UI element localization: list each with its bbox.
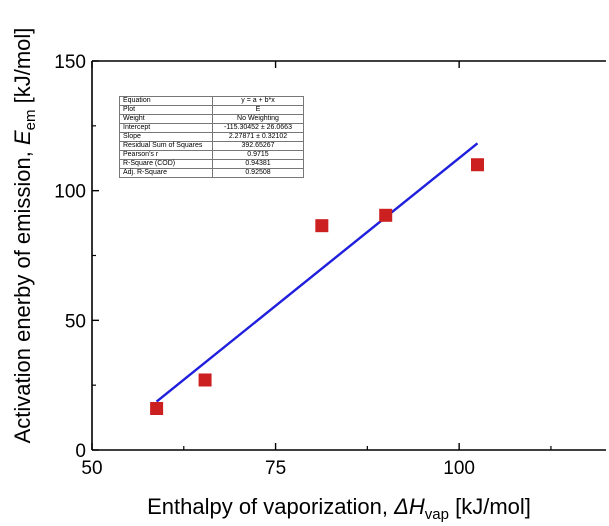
data-point bbox=[379, 208, 393, 222]
y-axis-label: Activation enerby of emission, Eem [kJ/m… bbox=[10, 28, 39, 444]
x-tick-label: 75 bbox=[265, 458, 286, 479]
fit-table-key: Adj. R-Square bbox=[119, 168, 213, 178]
y-tick-label: 0 bbox=[75, 441, 86, 462]
fit-table-row: Slope 2.27871 ± 0.32102 bbox=[119, 132, 304, 142]
axis-label-subscript: vap bbox=[425, 506, 449, 523]
fit-table-row: Plot E bbox=[119, 105, 304, 115]
fit-table-value: 2.27871 ± 0.32102 bbox=[212, 132, 304, 142]
fit-table-value: 392.65267 bbox=[212, 141, 304, 151]
fit-table-value: 0.9715 bbox=[212, 150, 304, 160]
fit-table-key: Plot bbox=[119, 105, 213, 115]
y-tick-label: 150 bbox=[54, 52, 86, 73]
fit-table-value: E bbox=[212, 105, 304, 115]
axis-label-unit: [kJ/mol] bbox=[10, 28, 35, 110]
axis-label-text: Activation enerby of emission, bbox=[10, 145, 35, 443]
data-point bbox=[198, 373, 212, 387]
fit-table-key: Weight bbox=[119, 114, 213, 124]
fit-table-key: Pearson's r bbox=[119, 150, 213, 160]
fit-table-key: Residual Sum of Squares bbox=[119, 141, 213, 151]
x-axis-label: Enthalpy of vaporization, ΔHvap [kJ/mol] bbox=[147, 494, 531, 523]
data-point bbox=[315, 219, 329, 233]
x-tick-label: 50 bbox=[81, 458, 102, 479]
axis-label-text: Enthalpy of vaporization, bbox=[147, 494, 394, 519]
axis-label-symbol: ΔH bbox=[393, 494, 425, 519]
plot-area bbox=[150, 142, 484, 416]
fit-table-key: Slope bbox=[119, 132, 213, 142]
fit-table-row: Residual Sum of Squares 392.65267 bbox=[119, 141, 304, 151]
data-point bbox=[150, 402, 164, 416]
fit-table-key: Equation bbox=[119, 96, 213, 106]
axis-label-unit: [kJ/mol] bbox=[449, 494, 531, 519]
fit-table-value: y = a + b*x bbox=[212, 96, 304, 106]
y-tick-label: 50 bbox=[65, 311, 86, 332]
fit-line bbox=[155, 142, 479, 403]
axis-label-subscript: em bbox=[22, 110, 39, 131]
fit-table-row: Equation y = a + b*x bbox=[119, 96, 304, 106]
fit-table-row: Pearson's r 0.9715 bbox=[119, 150, 304, 160]
fit-results-table: Equation y = a + b*x Plot E Weight No Weighti… bbox=[119, 96, 304, 178]
y-tick-label: 100 bbox=[54, 182, 86, 203]
fit-table-row: Weight No Weighting bbox=[119, 114, 304, 124]
x-tick-label: 100 bbox=[443, 458, 475, 479]
fit-table-value: No Weighting bbox=[212, 114, 304, 124]
fit-table-row: R-Square (COD) 0.94381 bbox=[119, 159, 304, 169]
fit-table-value: -115.30452 ± 26.0663 bbox=[212, 123, 304, 133]
fit-table-value: 0.94381 bbox=[212, 159, 304, 169]
fit-table-row: Adj. R-Square 0.92508 bbox=[119, 168, 304, 178]
fit-table-key: R-Square (COD) bbox=[119, 159, 213, 169]
fit-table-row: Intercept -115.30452 ± 26.0663 bbox=[119, 123, 304, 133]
data-point bbox=[471, 158, 484, 172]
axis-label-symbol: E bbox=[10, 130, 35, 145]
fit-table-key: Intercept bbox=[119, 123, 213, 133]
fit-table-value: 0.92508 bbox=[212, 168, 304, 178]
